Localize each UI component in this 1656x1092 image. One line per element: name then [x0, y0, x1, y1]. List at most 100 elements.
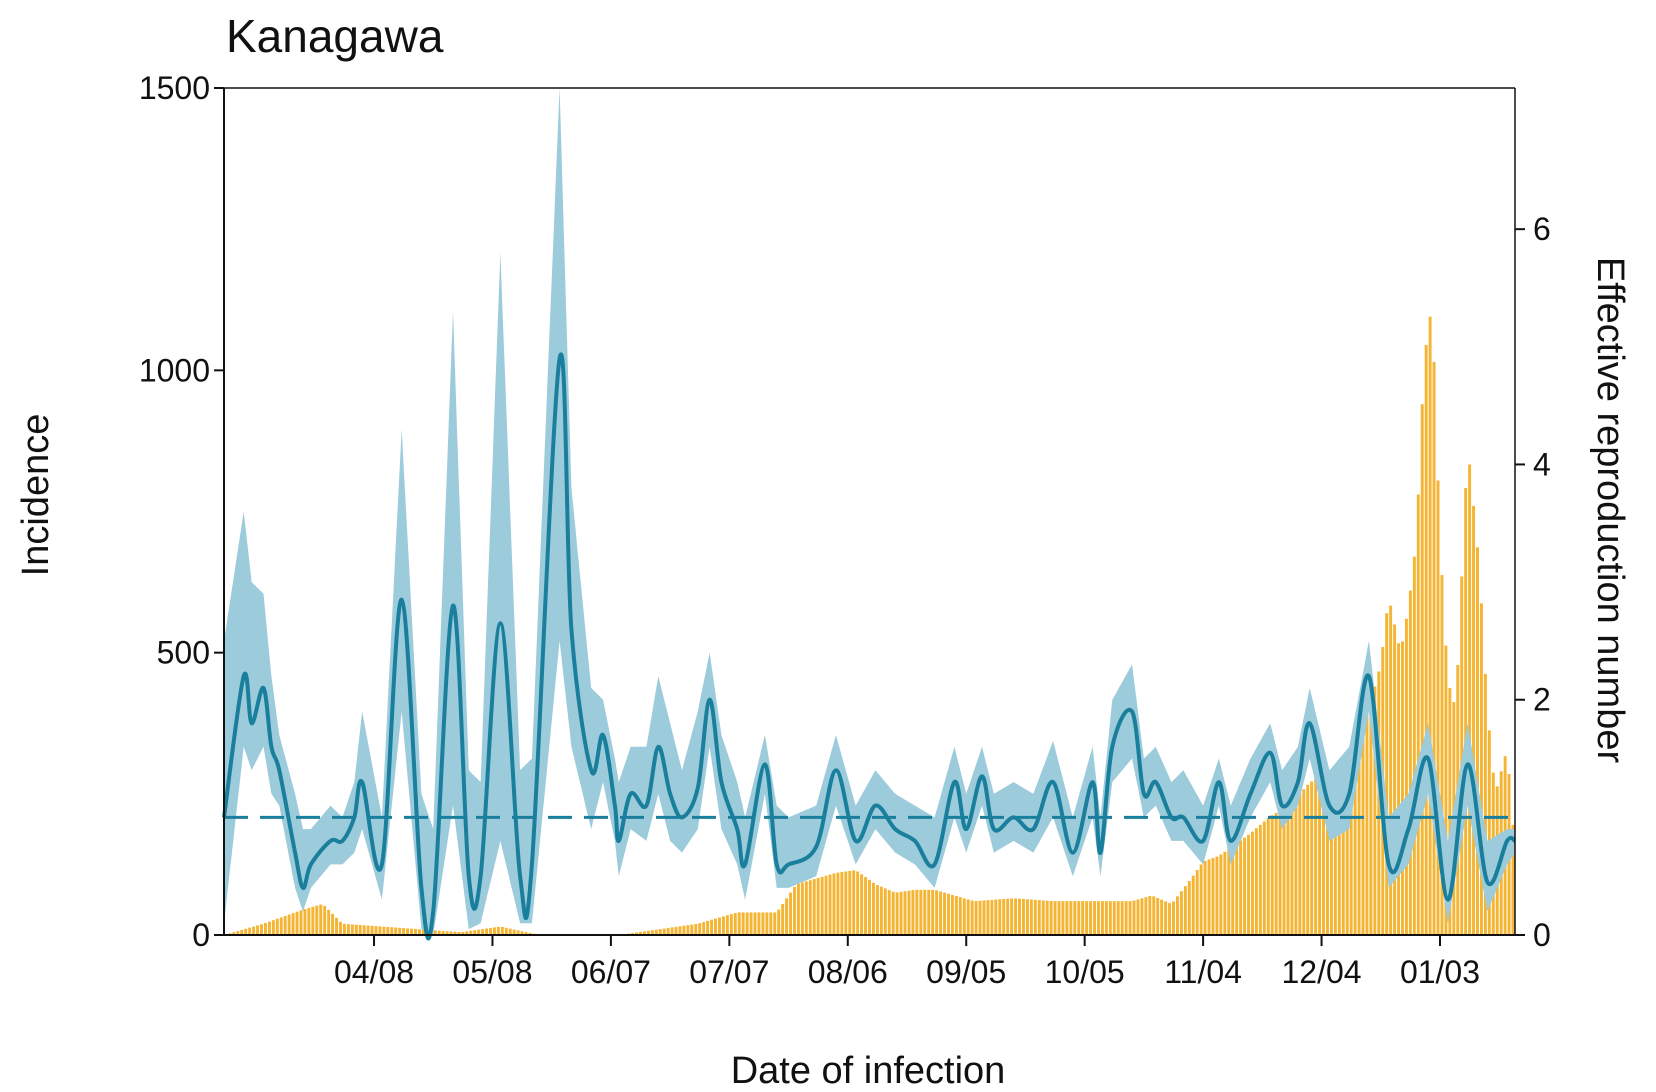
- incidence-bar: [907, 890, 911, 935]
- x-tick-label: 07/07: [689, 954, 769, 990]
- incidence-bar: [899, 891, 903, 935]
- incidence-bar: [1412, 556, 1416, 935]
- incidence-bar: [781, 903, 785, 935]
- incidence-bar: [800, 882, 804, 935]
- incidence-bar: [836, 872, 840, 935]
- incidence-bar: [1223, 851, 1227, 935]
- incidence-bar: [1250, 831, 1254, 935]
- incidence-bar: [1085, 901, 1089, 935]
- incidence-bar: [236, 931, 240, 935]
- incidence-bar: [1022, 899, 1025, 935]
- incidence-bar: [279, 917, 283, 935]
- incidence-bar: [1211, 858, 1215, 935]
- incidence-bar: [1152, 896, 1156, 935]
- incidence-bar: [1318, 776, 1322, 935]
- incidence-bar: [1247, 834, 1250, 935]
- y-left-tick-label: 1500: [139, 70, 210, 106]
- incidence-bar: [1215, 856, 1219, 935]
- incidence-bar: [852, 870, 856, 935]
- incidence-bar: [441, 930, 445, 935]
- x-tick-label: 04/08: [334, 954, 414, 990]
- incidence-bar: [1262, 821, 1266, 935]
- incidence-bar: [812, 879, 816, 935]
- incidence-bar: [1010, 898, 1014, 935]
- incidence-bar: [1239, 840, 1243, 935]
- incidence-bar: [1053, 901, 1057, 935]
- incidence-bar: [398, 927, 402, 935]
- incidence-bar: [757, 912, 761, 935]
- incidence-bar: [915, 889, 919, 935]
- incidence-bar: [883, 888, 887, 935]
- y-left-tick-label: 0: [192, 917, 210, 953]
- incidence-bar: [793, 887, 796, 935]
- incidence-bar: [461, 931, 465, 935]
- incidence-bar: [753, 912, 757, 935]
- incidence-bar: [1361, 726, 1365, 935]
- incidence-bar: [966, 899, 970, 935]
- incidence-bar: [248, 927, 252, 935]
- incidence-bar: [311, 906, 315, 935]
- incidence-bar: [1175, 896, 1179, 935]
- incidence-bar: [879, 886, 883, 935]
- incidence-bar: [994, 899, 998, 935]
- incidence-bar: [706, 920, 710, 935]
- incidence-bar: [1377, 671, 1381, 935]
- incidence-bar: [283, 915, 287, 935]
- incidence-bar: [1472, 505, 1476, 935]
- incidence-bar: [386, 926, 390, 935]
- incidence-bar: [244, 928, 248, 935]
- incidence-bar: [824, 875, 828, 935]
- incidence-bar: [516, 930, 520, 935]
- incidence-bar: [990, 899, 994, 935]
- incidence-bar: [1448, 687, 1452, 935]
- incidence-bar: [1144, 897, 1148, 935]
- incidence-bar: [678, 926, 682, 935]
- incidence-bar: [1029, 899, 1033, 935]
- incidence-bar: [346, 924, 350, 935]
- incidence-bar: [1337, 768, 1341, 935]
- incidence-bar: [919, 889, 923, 935]
- incidence-bar: [749, 912, 753, 935]
- incidence-bar: [1464, 487, 1468, 935]
- x-tick-label: 01/03: [1400, 954, 1480, 990]
- incidence-bar: [1440, 575, 1444, 935]
- y-left-tick-label: 500: [157, 635, 210, 671]
- incidence-bar: [1270, 815, 1274, 935]
- incidence-bar: [1128, 901, 1132, 935]
- y-right-tick-label: 0: [1533, 917, 1551, 953]
- incidence-bar: [508, 928, 512, 935]
- incidence-bar: [1306, 784, 1310, 935]
- incidence-bar: [1014, 898, 1018, 935]
- incidence-bar: [1089, 901, 1093, 935]
- incidence-bar: [1408, 590, 1412, 935]
- incidence-bar: [804, 881, 808, 935]
- incidence-bar: [737, 912, 741, 935]
- incidence-bar: [1326, 772, 1329, 935]
- incidence-bar: [1385, 613, 1389, 935]
- incidence-bar: [1124, 901, 1128, 935]
- y-left-tick-label: 1000: [139, 352, 210, 388]
- incidence-bar: [741, 912, 745, 935]
- incidence-bar: [1227, 848, 1231, 935]
- incidence-bar: [481, 929, 485, 935]
- y-axis-right-label: Effective reproduction number: [1589, 257, 1631, 764]
- incidence-bar: [1199, 864, 1203, 935]
- incidence-bar: [291, 913, 295, 935]
- incidence-bar: [1041, 900, 1045, 935]
- incidence-bar: [970, 900, 974, 935]
- incidence-bar: [1057, 901, 1061, 935]
- incidence-bar: [303, 909, 307, 935]
- incidence-bar: [477, 929, 481, 935]
- incidence-bar: [338, 921, 342, 935]
- incidence-bar: [1100, 901, 1104, 935]
- rt-band-area: [224, 88, 1515, 935]
- incidence-bar: [733, 912, 737, 935]
- incidence-bar: [1049, 900, 1053, 935]
- x-axis-label: Date of infection: [731, 1050, 1006, 1092]
- incidence-bar: [927, 889, 931, 935]
- incidence-bar: [1191, 875, 1195, 935]
- incidence-bar: [1073, 901, 1077, 935]
- incidence-bar: [654, 929, 658, 935]
- incidence-bar: [1322, 774, 1325, 935]
- incidence-bar: [686, 925, 690, 935]
